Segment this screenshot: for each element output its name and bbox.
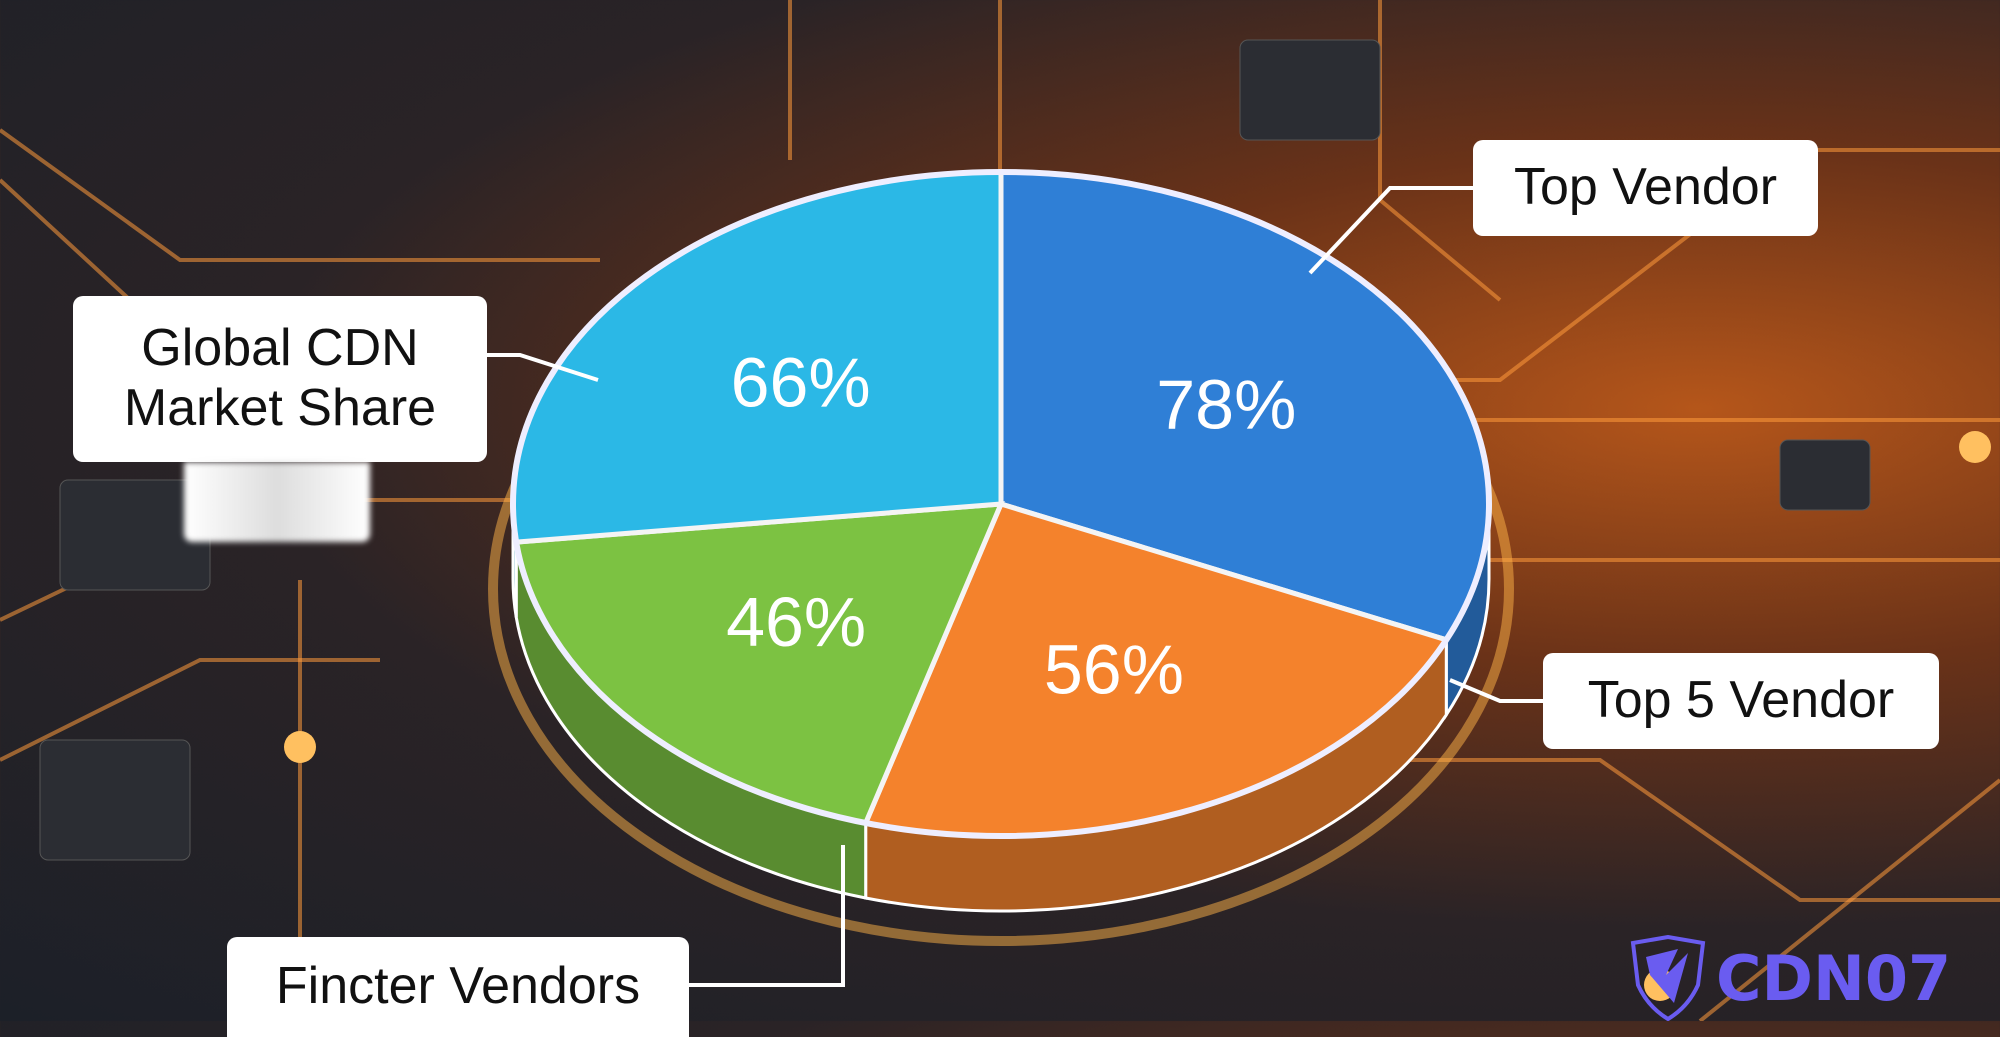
pie-rim — [510, 169, 1492, 839]
shield-check-icon — [1630, 935, 1706, 1021]
label-title: Global CDN Market Share — [73, 296, 487, 462]
leader-line — [1308, 186, 1473, 275]
slice-value-label: 66% — [731, 344, 871, 422]
logo-text: CDN07 — [1716, 941, 1952, 1015]
circuit-trace — [0, 658, 380, 762]
slice-value-label: 78% — [1156, 366, 1296, 444]
label-top-vendor: Top Vendor — [1473, 140, 1818, 236]
chip — [1239, 39, 1381, 141]
slice-value-label: 46% — [726, 583, 866, 661]
leader-line — [689, 845, 845, 987]
circuit-node — [284, 731, 316, 763]
label-top-5-vendor: Top 5 Vendor — [1543, 653, 1939, 749]
circuit-node — [1959, 431, 1991, 463]
label-title-blur-tab — [184, 462, 370, 542]
circuit-trace — [0, 128, 600, 262]
label-fincter-vendors: Fincter Vendors — [227, 937, 689, 1037]
leader-line — [1449, 678, 1543, 703]
brand-logo: CDN07 — [1628, 935, 1951, 1021]
chip — [39, 739, 191, 861]
leader-line — [487, 353, 599, 382]
chip — [1779, 439, 1871, 511]
slice-value-label: 56% — [1044, 631, 1184, 709]
circuit-trace — [1698, 778, 2000, 1021]
